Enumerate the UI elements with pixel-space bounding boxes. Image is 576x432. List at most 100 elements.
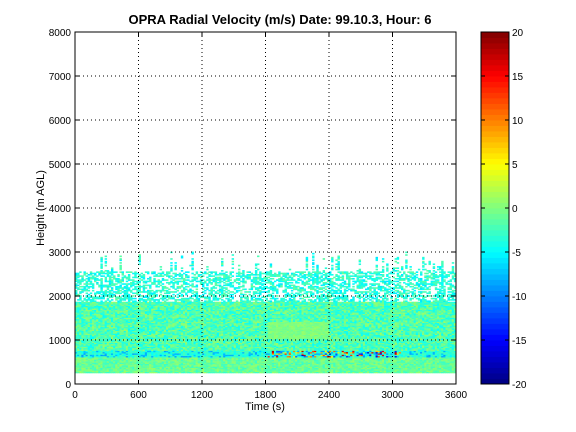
- heatmap-cell: [155, 354, 158, 357]
- heatmap-cell: [102, 271, 105, 273]
- heatmap-cell: [85, 333, 88, 336]
- heatmap-cell: [157, 371, 160, 374]
- heatmap-cell: [206, 349, 209, 351]
- heatmap-cell: [140, 333, 144, 336]
- heatmap-cell: [146, 314, 150, 317]
- heatmap-cell: [77, 362, 80, 365]
- heatmap-cell: [182, 310, 186, 313]
- heatmap-cell: [163, 340, 167, 342]
- heatmap-cell: [193, 359, 196, 362]
- heatmap-cell: [155, 343, 158, 346]
- heatmap-cell: [100, 317, 103, 320]
- heatmap-cell: [140, 366, 144, 369]
- heatmap-cell: [204, 366, 207, 369]
- heatmap-cell: [191, 301, 194, 304]
- heatmap-cell: [127, 329, 131, 332]
- heatmap-cell: [225, 328, 228, 330]
- heatmap-cell: [168, 334, 171, 337]
- heatmap-cell: [221, 343, 224, 346]
- heatmap-cell: [180, 355, 184, 358]
- heatmap-cell: [206, 333, 209, 336]
- heatmap-cell: [138, 301, 141, 304]
- heatmap-cell: [98, 359, 101, 362]
- heatmap-cell: [125, 289, 129, 292]
- heatmap-cell: [144, 340, 148, 342]
- heatmap-cell: [142, 363, 146, 366]
- heatmap-cell: [210, 349, 213, 351]
- heatmap-cell: [146, 324, 150, 326]
- heatmap-cell: [91, 309, 95, 312]
- heatmap-cell: [229, 317, 232, 320]
- heatmap-cell: [176, 305, 180, 308]
- heatmap-cell: [178, 340, 182, 342]
- heatmap-cell: [102, 334, 105, 337]
- heatmap-cell: [227, 325, 230, 328]
- heatmap-cell: [130, 347, 133, 350]
- heatmap-cell: [223, 310, 226, 313]
- heatmap-cell: [100, 326, 103, 329]
- heatmap-cell: [227, 276, 230, 279]
- heatmap-cell: [134, 330, 137, 333]
- heatmap-cell: [204, 297, 207, 300]
- heatmap-cell: [117, 359, 120, 362]
- heatmap-cell: [119, 318, 122, 321]
- heatmap-cell: [180, 325, 184, 328]
- heatmap-cell: [110, 287, 114, 289]
- heatmap-cell: [132, 309, 135, 312]
- heatmap-cell: [206, 321, 209, 324]
- heatmap-cell: [210, 369, 213, 371]
- heatmap-cell: [218, 321, 222, 324]
- heatmap-cell: [166, 369, 169, 371]
- heatmap-cell: [187, 330, 190, 333]
- heatmap-cell: [125, 317, 129, 320]
- heatmap-cell: [206, 314, 209, 317]
- heatmap-cell: [197, 309, 201, 312]
- heatmap-cell: [77, 321, 80, 324]
- heatmap-cell: [204, 338, 207, 341]
- heatmap-cell: [125, 287, 129, 289]
- heatmap-cell: [149, 310, 152, 313]
- heatmap-cell: [142, 276, 146, 279]
- heatmap-cell: [81, 277, 84, 280]
- heatmap-cell: [170, 321, 173, 324]
- heatmap-cell: [195, 362, 199, 365]
- heatmap-cell: [123, 332, 127, 334]
- heatmap-cell: [189, 334, 192, 337]
- heatmap-cell: [225, 301, 228, 304]
- heatmap-cell: [195, 334, 199, 337]
- heatmap-cell: [202, 313, 205, 316]
- heatmap-cell: [98, 324, 101, 326]
- heatmap-cell: [153, 330, 156, 333]
- heatmap-cell: [138, 284, 141, 287]
- heatmap-cell: [75, 301, 78, 304]
- heatmap-cell: [157, 353, 160, 355]
- heatmap-cell: [199, 345, 203, 347]
- heatmap-cell: [221, 270, 224, 272]
- heatmap-cell: [142, 340, 146, 342]
- heatmap-cell: [153, 325, 156, 328]
- heatmap-cell: [123, 362, 127, 365]
- heatmap-cell: [144, 320, 148, 322]
- heatmap-cell: [94, 343, 97, 346]
- heatmap-cell: [163, 358, 167, 361]
- heatmap-cell: [212, 349, 215, 351]
- heatmap-cell: [155, 310, 158, 313]
- heatmap-cell: [197, 361, 201, 363]
- heatmap-cell: [193, 355, 196, 358]
- heatmap-cell: [229, 349, 232, 351]
- heatmap-cell: [94, 345, 97, 347]
- heatmap-cell: [155, 308, 158, 310]
- heatmap-cell: [151, 297, 154, 300]
- heatmap-cell: [96, 275, 99, 277]
- heatmap-cell: [100, 289, 103, 292]
- heatmap-cell: [94, 276, 97, 279]
- heatmap-cell: [125, 321, 129, 324]
- heatmap-cell: [161, 354, 165, 357]
- heatmap-cell: [108, 343, 112, 346]
- heatmap-cell: [89, 309, 93, 312]
- heatmap-cell: [100, 280, 103, 283]
- heatmap-cell: [127, 357, 131, 359]
- heatmap-cell: [212, 328, 215, 330]
- heatmap-cell: [81, 310, 84, 313]
- heatmap-cell: [223, 317, 226, 320]
